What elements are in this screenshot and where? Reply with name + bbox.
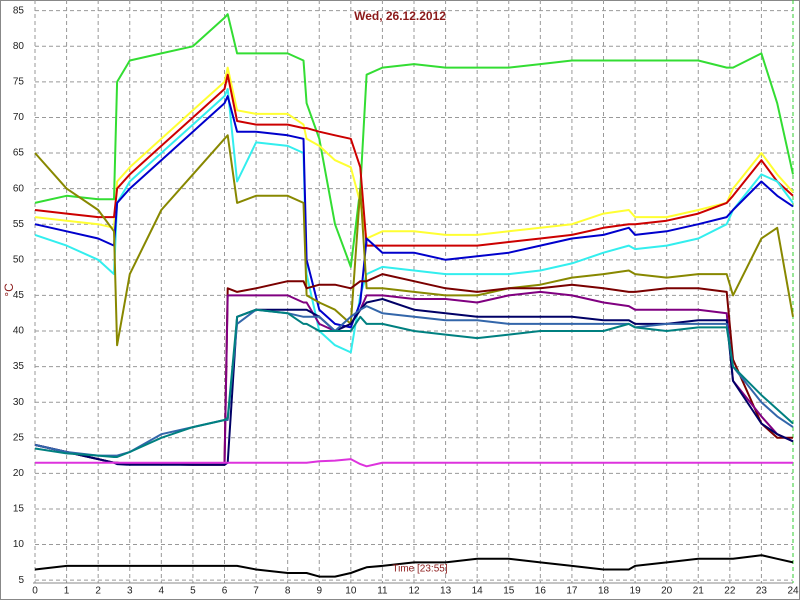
y-tick-label: 85 (13, 5, 25, 16)
chart-title: Wed, 26.12.2012 (354, 9, 446, 23)
y-tick-label: 35 (13, 361, 25, 372)
y-tick-label: 55 (13, 219, 25, 230)
x-tick-label: 15 (503, 586, 515, 597)
y-axis-label: °C (2, 283, 16, 297)
y-tick-label: 65 (13, 148, 25, 159)
x-tick-label: 8 (285, 586, 291, 597)
x-tick-label: 5 (190, 586, 196, 597)
x-tick-label: 2 (95, 586, 101, 597)
x-tick-label: 18 (598, 586, 610, 597)
x-tick-label: 3 (127, 586, 133, 597)
series-line (34, 134, 794, 347)
x-tick-label: 19 (630, 586, 642, 597)
x-tick-label: 10 (345, 586, 357, 597)
y-tick-label: 50 (13, 254, 25, 265)
x-tick-label: 9 (316, 586, 322, 597)
y-tick-label: 5 (18, 575, 24, 586)
series-line (34, 95, 794, 329)
y-tick-label: 60 (13, 183, 25, 194)
y-tick-label: 20 (13, 468, 25, 479)
x-tick-label: 11 (377, 586, 388, 597)
series-line (35, 458, 793, 468)
x-tick-label: 13 (440, 586, 452, 597)
x-tick-label: 23 (756, 586, 768, 597)
x-tick-label: 1 (64, 586, 70, 597)
series-line (34, 305, 794, 457)
y-tick-label: 70 (13, 112, 25, 123)
y-tick-label: 15 (13, 504, 25, 515)
y-tick-label: 40 (13, 326, 25, 337)
x-tick-label: 6 (222, 586, 228, 597)
x-tick-label: 16 (535, 586, 547, 597)
x-tick-label: 17 (566, 586, 578, 597)
annotation: Time [23:55] (392, 564, 447, 575)
y-tick-label: 25 (13, 432, 25, 443)
series-line (34, 308, 794, 458)
y-tick-label: 45 (13, 290, 25, 301)
x-tick-label: 7 (253, 586, 259, 597)
y-tick-label: 10 (13, 539, 25, 550)
series-line (34, 554, 794, 578)
x-tick-label: 21 (693, 586, 705, 597)
y-tick-label: 80 (13, 41, 25, 52)
y-tick-label: 75 (13, 77, 25, 88)
x-tick-label: 0 (32, 586, 38, 597)
y-tick-label: 30 (13, 397, 25, 408)
x-tick-label: 14 (472, 586, 484, 597)
x-tick-label: 24 (787, 586, 799, 597)
x-tick-label: 4 (159, 586, 165, 597)
x-tick-label: 12 (408, 586, 420, 597)
series-line (34, 73, 794, 247)
x-tick-label: 20 (661, 586, 673, 597)
x-tick-label: 22 (724, 586, 736, 597)
